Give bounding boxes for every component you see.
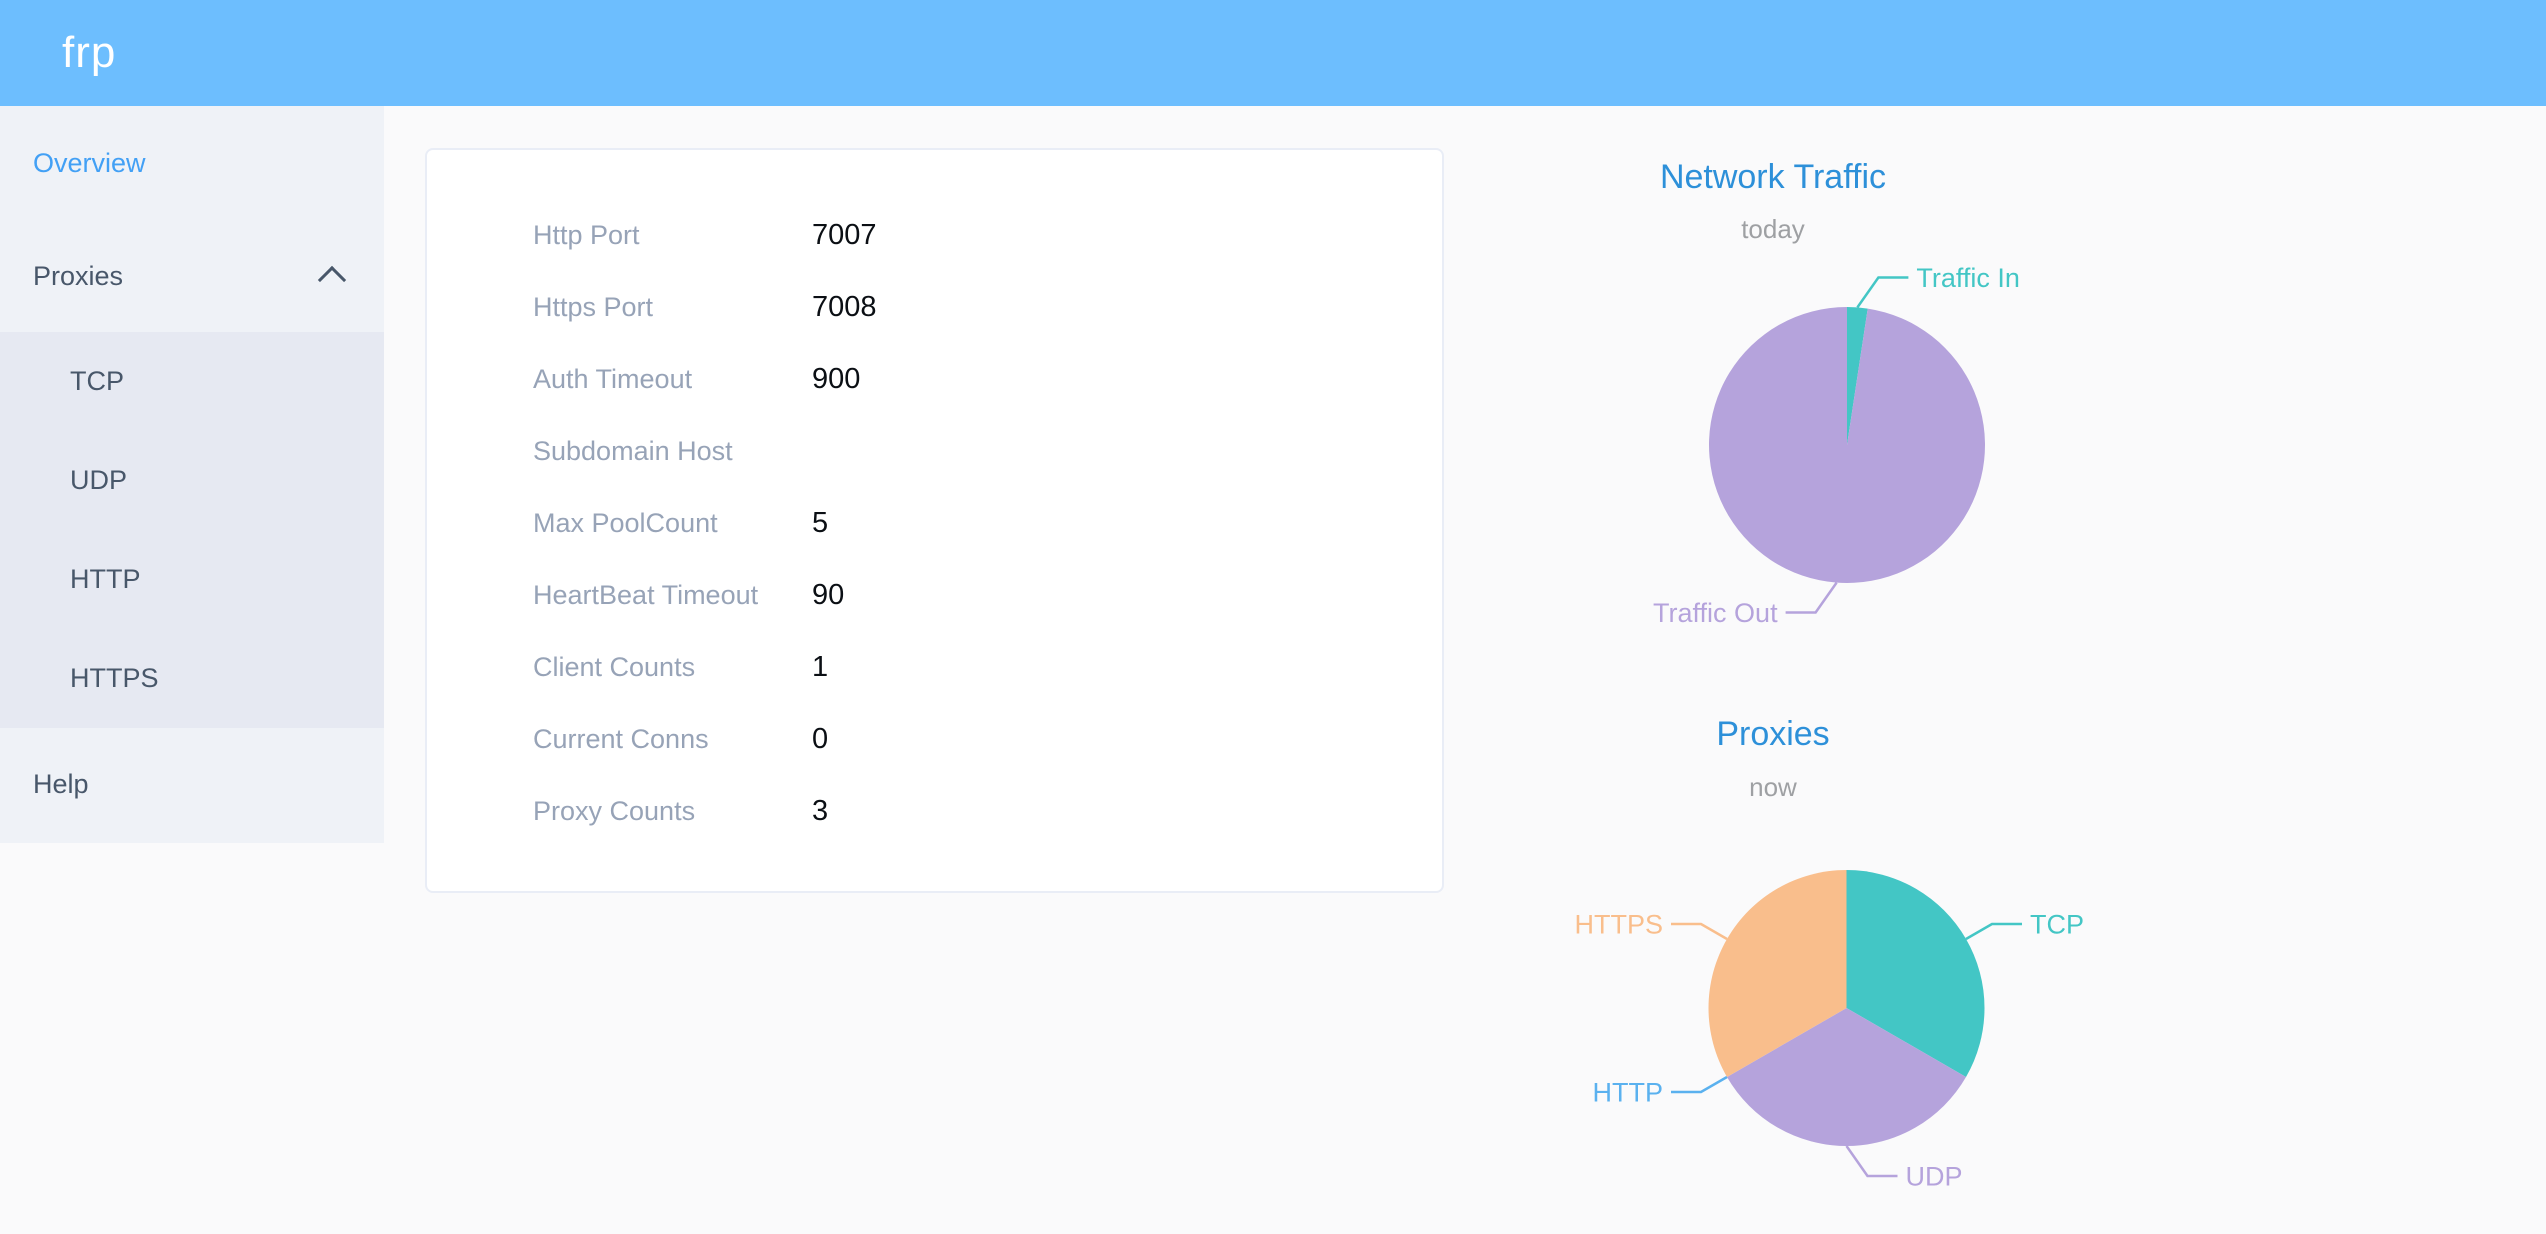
sidebar-item-proxies[interactable]: Proxies [0, 220, 384, 332]
pie-slice-https[interactable] [1708, 870, 1847, 1077]
config-label: Max PoolCount [533, 508, 718, 538]
header-bar: frp [0, 0, 2546, 106]
config-label: Client Counts [533, 652, 696, 682]
pie-label-traffic-out: Traffic Out [1653, 598, 1778, 628]
sidebar: Overview Proxies TCP UDP HTTP HTTPS Help [0, 106, 384, 843]
proxies-pie-chart: TCP UDP HTTP HTTPS [1574, 870, 2084, 1191]
pie-leader-line [1965, 922, 2022, 941]
config-value: 7008 [812, 291, 877, 323]
pie-label-udp: UDP [1906, 1161, 1963, 1191]
app-logo: frp [62, 28, 117, 77]
pie-leader-line [1785, 581, 1838, 614]
sidebar-item-tcp[interactable]: TCP [0, 332, 384, 431]
network-traffic-chart-subtitle: today [1741, 214, 1805, 244]
sidebar-item-label: Help [33, 769, 89, 799]
config-row: Client Counts 1 [427, 631, 1442, 703]
config-value: 90 [812, 579, 845, 611]
sidebar-item-help[interactable]: Help [0, 728, 384, 841]
config-label: Proxy Counts [533, 796, 696, 826]
config-value: 3 [812, 795, 829, 827]
config-value: 1 [812, 651, 829, 683]
sidebar-item-overview[interactable]: Overview [0, 106, 384, 220]
pie-label-traffic-in: Traffic In [1916, 263, 2020, 293]
sidebar-item-https[interactable]: HTTPS [0, 629, 384, 728]
config-row: Http Port 7007 [427, 199, 1442, 271]
config-row: Subdomain Host [427, 415, 1442, 487]
proxies-chart-title: Proxies [1716, 715, 1830, 753]
pie-slice-traffic-in[interactable] [1847, 307, 1868, 445]
server-info-card: Http Port 7007 Https Port 7008 Auth Timeou… [425, 148, 1444, 893]
sidebar-item-label: UDP [70, 465, 128, 495]
pie-label-http: HTTP [1593, 1077, 1664, 1107]
config-row: Current Conns 0 [427, 703, 1442, 775]
config-value: 7007 [812, 219, 877, 251]
sidebar-item-label: Overview [33, 148, 146, 178]
network-traffic-chart-title: Network Traffic [1659, 158, 1887, 196]
sidebar-item-label: HTTPS [70, 663, 159, 693]
config-label: HeartBeat Timeout [533, 580, 759, 610]
pie-label-tcp: TCP [2030, 909, 2084, 939]
pie-leader-line [1671, 1075, 1728, 1094]
sidebar-item-label: Proxies [33, 261, 124, 291]
network-traffic-pie-chart: Traffic In Traffic Out [1653, 263, 2020, 628]
config-label: Current Conns [533, 724, 709, 754]
config-row: Https Port 7008 [427, 271, 1442, 343]
config-label: Http Port [533, 220, 640, 250]
sidebar-item-label: TCP [70, 366, 124, 396]
pie-leader-line [1845, 1145, 1898, 1178]
config-value: 0 [812, 723, 829, 755]
sidebar-item-label: HTTP [70, 564, 141, 594]
config-value: 5 [812, 507, 829, 539]
sidebar-item-udp[interactable]: UDP [0, 431, 384, 530]
pie-leader-line [1856, 276, 1909, 309]
config-row: Proxy Counts 3 [427, 775, 1442, 847]
config-row: Auth Timeout 900 [427, 343, 1442, 415]
config-row: Max PoolCount 5 [427, 487, 1442, 559]
pie-label-https: HTTPS [1574, 909, 1663, 939]
config-label: Https Port [533, 292, 654, 322]
sidebar-submenu-proxies: TCP UDP HTTP HTTPS [0, 332, 384, 728]
pie-slice-udp[interactable] [1726, 1008, 1967, 1146]
config-label: Auth Timeout [533, 364, 693, 394]
config-label: Subdomain Host [533, 436, 733, 466]
config-row: HeartBeat Timeout 90 [427, 559, 1442, 631]
pie-leader-line [1671, 922, 1728, 941]
pie-slice-traffic-out[interactable] [1709, 307, 1985, 583]
proxies-chart-subtitle: now [1749, 772, 1797, 802]
sidebar-item-http[interactable]: HTTP [0, 530, 384, 629]
pie-slice-tcp[interactable] [1846, 870, 1985, 1077]
config-value: 900 [812, 363, 861, 395]
